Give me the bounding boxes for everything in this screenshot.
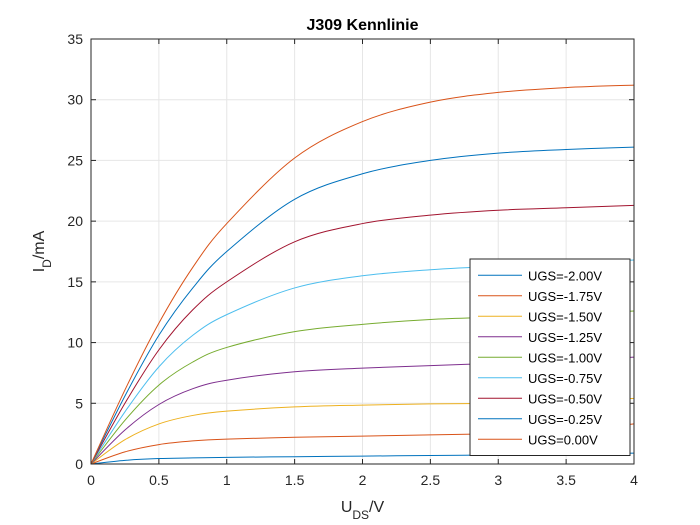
legend-label: UGS=-0.75V xyxy=(528,371,602,386)
legend-label: UGS=-1.25V xyxy=(528,330,602,345)
y-tick-label: 20 xyxy=(67,213,83,229)
x-tick-label: 1 xyxy=(223,472,231,488)
legend-label: UGS=-0.25V xyxy=(528,412,602,427)
x-tick-label: 3 xyxy=(494,472,502,488)
y-axis-title-unit: /mA xyxy=(31,230,48,259)
y-tick-label: 15 xyxy=(67,274,83,290)
legend-label: UGS=-1.75V xyxy=(528,289,602,304)
ticks: 0 0.5 1 1.5 2 2.5 3 3.5 4 0 5 10 15 20 25 30 35 xyxy=(67,31,638,488)
y-tick-label: 35 xyxy=(67,31,83,47)
y-tick-label: 0 xyxy=(75,456,83,472)
legend-label: UGS=-0.50V xyxy=(528,391,602,406)
x-axis-title-unit: /V xyxy=(369,499,384,516)
y-axis-title-sub: D xyxy=(40,259,54,268)
x-axis-title-main: U xyxy=(341,499,353,516)
legend-label: UGS=-1.50V xyxy=(528,309,602,324)
y-tick-label: 10 xyxy=(67,335,83,351)
y-axis-title: ID/mA xyxy=(31,230,54,272)
legend-label: UGS=-2.00V xyxy=(528,268,602,283)
x-tick-label: 0.5 xyxy=(149,472,169,488)
legend-label: UGS=0.00V xyxy=(528,432,598,447)
chart-title: J309 Kennlinie xyxy=(306,17,418,34)
x-tick-label: 1.5 xyxy=(285,472,305,488)
x-tick-label: 4 xyxy=(630,472,638,488)
legend-label: UGS=-1.00V xyxy=(528,350,602,365)
series-line-6 xyxy=(90,204,635,465)
x-axis-title-sub: DS xyxy=(352,508,369,522)
x-tick-label: 2.5 xyxy=(421,472,441,488)
y-tick-label: 5 xyxy=(75,395,83,411)
x-axis-title: UDS/V xyxy=(341,499,385,522)
legend: UGS=-2.00V UGS=-1.75V UGS=-1.50V UGS=-1.25V… xyxy=(469,258,631,456)
x-tick-label: 0 xyxy=(87,472,95,488)
y-tick-label: 30 xyxy=(67,92,83,108)
y-tick-label: 25 xyxy=(67,152,83,168)
x-tick-label: 2 xyxy=(359,472,367,488)
series-line-7 xyxy=(90,146,635,465)
y-axis-title-main: I xyxy=(31,268,48,272)
x-tick-label: 3.5 xyxy=(556,472,576,488)
series-line-8 xyxy=(90,84,635,465)
